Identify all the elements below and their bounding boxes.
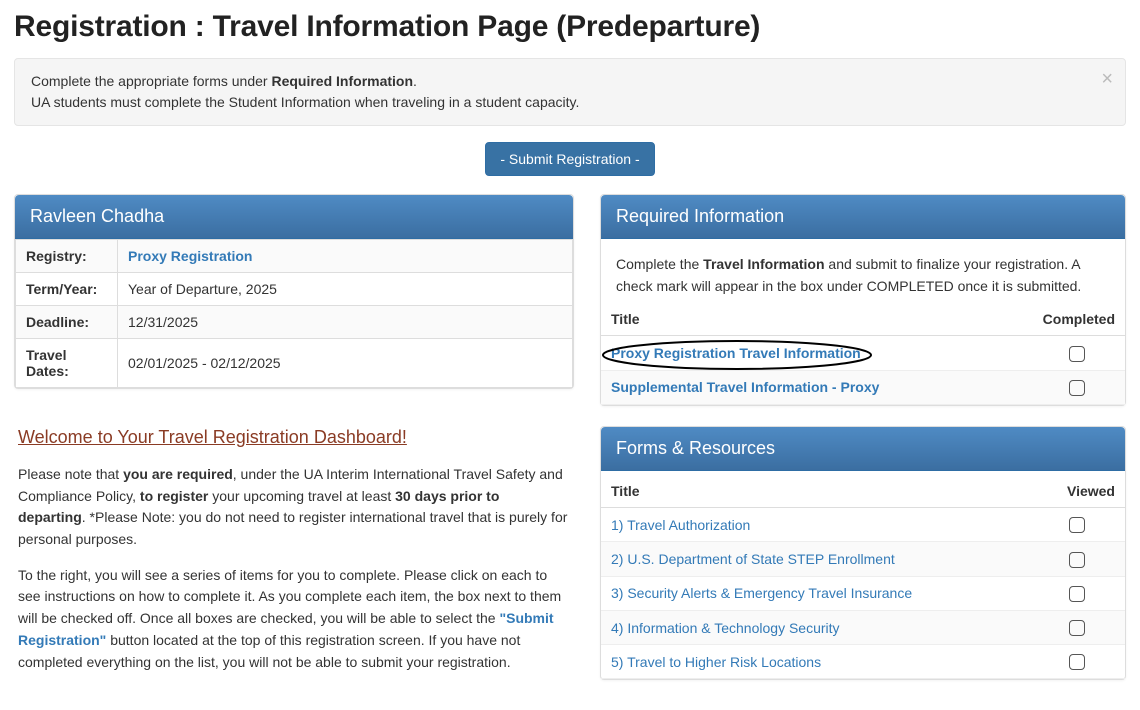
table-row: 1) Travel Authorization xyxy=(601,507,1125,541)
text: . *Please Note: you do not need to regis… xyxy=(18,509,567,547)
table-row: 5) Travel to Higher Risk Locations xyxy=(601,645,1125,679)
alert-bold: Required Information xyxy=(271,73,413,89)
termyear-value: Year of Departure, 2025 xyxy=(118,273,573,306)
required-info-heading: Required Information xyxy=(601,195,1125,239)
submit-registration-button[interactable]: - Submit Registration - xyxy=(485,142,654,176)
dashboard-para-1: Please note that you are required, under… xyxy=(18,464,570,551)
close-icon[interactable]: × xyxy=(1101,69,1113,89)
text: Please note that xyxy=(18,466,123,482)
forms-resources-table: Title Viewed 1) Travel Authorization 2) U… xyxy=(601,475,1125,679)
dashboard-para-2: To the right, you will see a series of i… xyxy=(18,565,570,673)
alert-text: Complete the appropriate forms under xyxy=(31,73,271,89)
alert-line-1: Complete the appropriate forms under Req… xyxy=(31,71,1109,92)
forms-resources-panel: Forms & Resources Title Viewed 1) Travel… xyxy=(600,426,1126,680)
forms-item-link[interactable]: 4) Information & Technology Security xyxy=(611,620,840,636)
dashboard-welcome-heading: Welcome to Your Travel Registration Dash… xyxy=(18,427,407,448)
required-info-intro: Complete the Travel Information and subm… xyxy=(616,254,1110,297)
viewed-checkbox xyxy=(1069,517,1085,533)
text-bold: to register xyxy=(140,488,208,504)
registry-link[interactable]: Proxy Registration xyxy=(128,248,252,264)
required-item-link[interactable]: Proxy Registration Travel Information xyxy=(611,345,861,361)
user-panel-heading: Ravleen Chadha xyxy=(15,195,573,239)
completed-checkbox xyxy=(1069,380,1085,396)
viewed-checkbox xyxy=(1069,620,1085,636)
text-bold: Travel Information xyxy=(703,256,824,272)
forms-item-link[interactable]: 5) Travel to Higher Risk Locations xyxy=(611,654,821,670)
table-row: 4) Information & Technology Security xyxy=(601,610,1125,644)
forms-item-link[interactable]: 1) Travel Authorization xyxy=(611,517,750,533)
completed-checkbox xyxy=(1069,346,1085,362)
col-title: Title xyxy=(601,475,1029,508)
user-info-table: Registry: Proxy Registration Term/Year: … xyxy=(15,239,573,388)
col-completed: Completed xyxy=(1029,303,1125,336)
travel-dates-label: Travel Dates: xyxy=(16,339,118,388)
forms-item-link[interactable]: 2) U.S. Department of State STEP Enrollm… xyxy=(611,551,895,567)
page-title: Registration : Travel Information Page (… xyxy=(14,10,1126,44)
table-row: Supplemental Travel Information - Proxy xyxy=(601,370,1125,404)
deadline-value: 12/31/2025 xyxy=(118,306,573,339)
table-row: Proxy Registration Travel Information xyxy=(601,336,1125,370)
viewed-checkbox xyxy=(1069,586,1085,602)
text: your upcoming travel at least xyxy=(208,488,395,504)
col-title: Title xyxy=(601,303,1029,336)
text: Complete the xyxy=(616,256,703,272)
user-panel: Ravleen Chadha Registry: Proxy Registrat… xyxy=(14,194,574,389)
table-row: 3) Security Alerts & Emergency Travel In… xyxy=(601,576,1125,610)
table-row: 2) U.S. Department of State STEP Enrollm… xyxy=(601,542,1125,576)
travel-dates-value: 02/01/2025 - 02/12/2025 xyxy=(118,339,573,388)
required-information-panel: Required Information Complete the Travel… xyxy=(600,194,1126,406)
required-item-link[interactable]: Supplemental Travel Information - Proxy xyxy=(611,379,879,395)
text: To the right, you will see a series of i… xyxy=(18,567,561,626)
registry-label: Registry: xyxy=(16,240,118,273)
required-info-table: Title Completed Proxy Registration Trave… xyxy=(601,303,1125,405)
alert-text: . xyxy=(413,73,417,89)
text-bold: you are required xyxy=(123,466,233,482)
viewed-checkbox xyxy=(1069,552,1085,568)
forms-item-link[interactable]: 3) Security Alerts & Emergency Travel In… xyxy=(611,585,912,601)
instructions-alert: × Complete the appropriate forms under R… xyxy=(14,58,1126,126)
forms-resources-heading: Forms & Resources xyxy=(601,427,1125,471)
viewed-checkbox xyxy=(1069,654,1085,670)
deadline-label: Deadline: xyxy=(16,306,118,339)
col-viewed: Viewed xyxy=(1029,475,1125,508)
alert-line-2: UA students must complete the Student In… xyxy=(31,92,1109,113)
termyear-label: Term/Year: xyxy=(16,273,118,306)
